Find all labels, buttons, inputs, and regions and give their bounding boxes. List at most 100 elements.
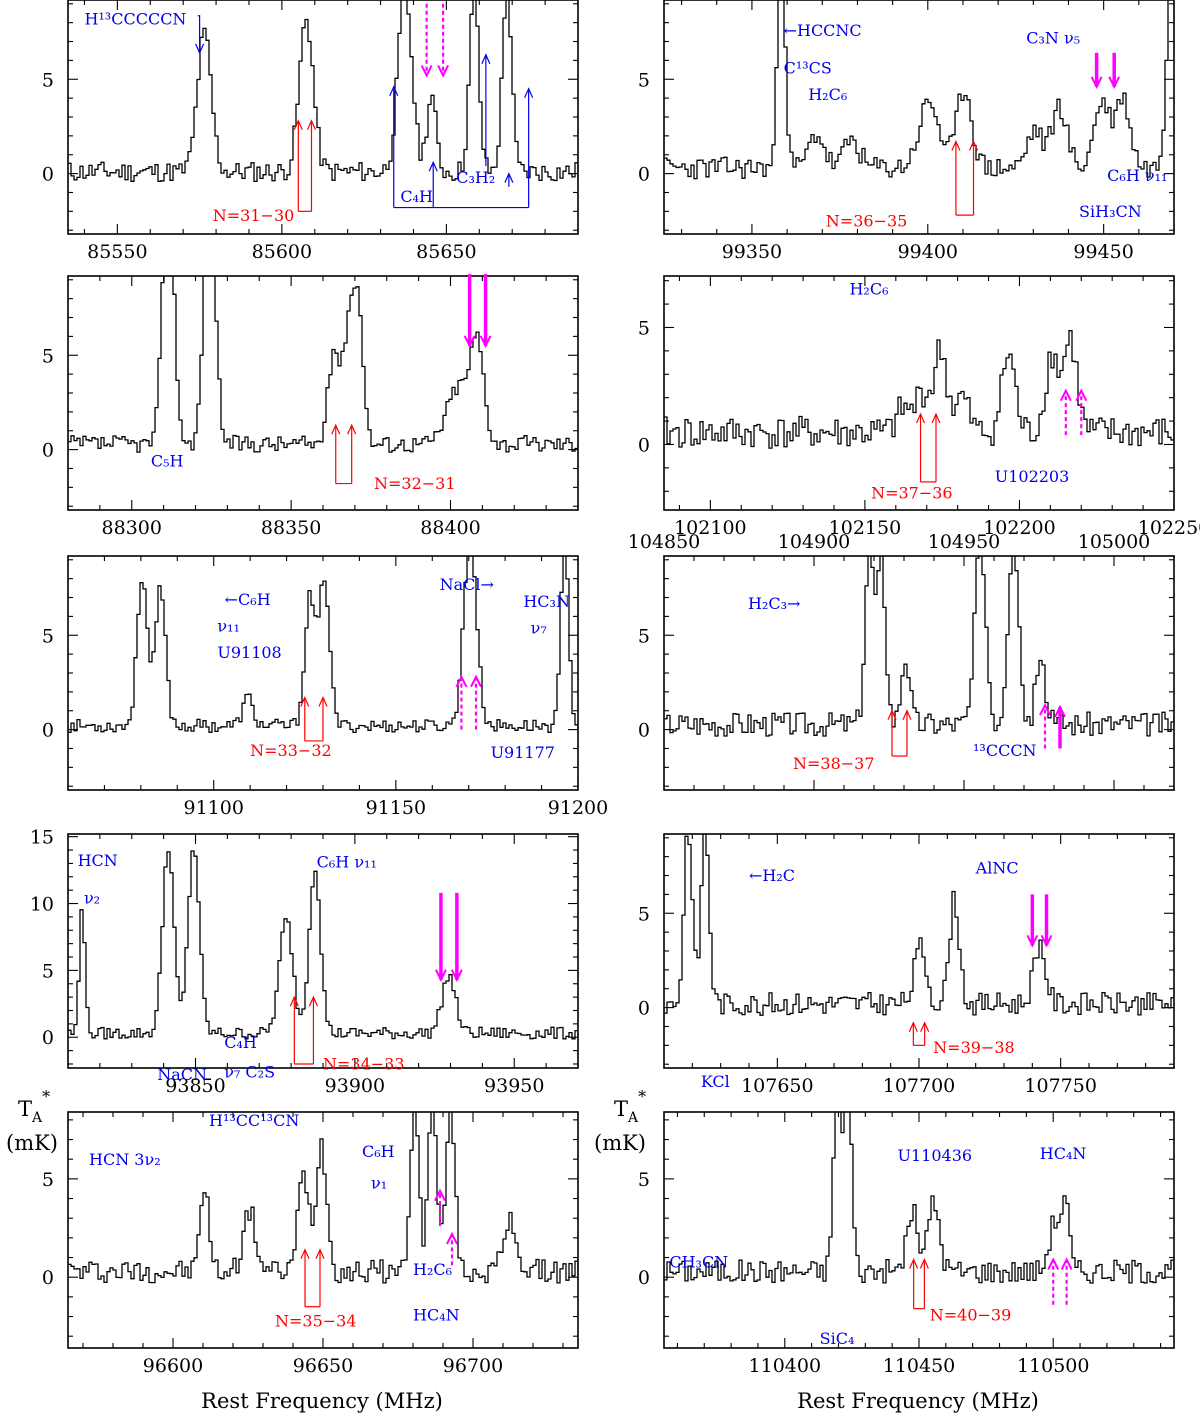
y-label-sup: * — [42, 1087, 50, 1106]
y-tick-label: 0 — [638, 434, 650, 456]
x-tick-label: 104950 — [928, 531, 1001, 553]
line-label: ←H₂C — [749, 866, 795, 885]
x-tick-label: 104900 — [778, 531, 851, 553]
line-label: H₂C₆ — [849, 280, 888, 299]
magenta-arrowhead — [1060, 1257, 1073, 1270]
line-label: C₄H — [400, 187, 433, 206]
line-label: H₂C₆ — [413, 1260, 452, 1279]
red-arrowhead — [915, 412, 926, 424]
panel-frame — [67, 0, 579, 235]
red-arrowhead — [920, 1021, 930, 1032]
red-arrowhead — [347, 423, 357, 435]
magenta-arrowhead — [1108, 76, 1121, 90]
line-label: N=39−38 — [933, 1038, 1015, 1057]
magenta-arrowhead — [1040, 934, 1053, 948]
y-label-unit: (mK) — [594, 1131, 646, 1155]
x-tick-label: 85550 — [87, 241, 147, 263]
x-tick-label: 110500 — [1017, 1355, 1090, 1377]
panel-frame — [663, 833, 1175, 1069]
x-tick-label: 99350 — [722, 241, 782, 263]
red-arrowhead — [306, 119, 317, 131]
y-tick-label: 10 — [30, 894, 54, 916]
y-tick-label: 5 — [638, 1169, 650, 1191]
line-label: ν₇ C₂S — [224, 1062, 275, 1081]
line-label: SiC₄ — [820, 1329, 855, 1348]
line-label: U110436 — [898, 1146, 973, 1165]
line-label: ν₁₁ — [217, 616, 240, 635]
x-axis-label-left: Rest Frequency (MHz) — [201, 1389, 443, 1413]
magenta-arrowhead — [463, 335, 476, 349]
y-tick-label: 5 — [638, 317, 650, 339]
spectrum-trace — [664, 834, 1174, 1016]
line-label: U91177 — [491, 743, 555, 762]
line-label: C₃N ν₅ — [1026, 28, 1080, 47]
magenta-arrowhead — [470, 674, 482, 688]
panel-p5: 91100 91150 91200 0 5 ←C₆H ν₁₁ U91108 NaCl→ HC₃N ν… — [42, 555, 608, 819]
line-label: KCl — [701, 1072, 730, 1091]
magenta-arrowhead — [434, 1188, 446, 1202]
y-tick-label: 15 — [30, 827, 54, 849]
x-tick-label: 91100 — [183, 797, 243, 819]
line-label: N=35−34 — [275, 1311, 357, 1330]
line-label: NaCl→ — [440, 575, 494, 594]
magenta-arrowhead — [1047, 1257, 1060, 1270]
line-label: CH₃CN — [669, 1252, 728, 1271]
red-arrowhead — [289, 995, 299, 1007]
x-tick-label: 88350 — [261, 517, 321, 539]
red-arrowhead — [909, 1258, 919, 1269]
magenta-arrowhead — [1039, 702, 1051, 716]
y-tick-label: 0 — [42, 1267, 54, 1289]
x-tick-label: 107650 — [741, 1075, 814, 1097]
spectrum-trace — [68, 1112, 578, 1284]
red-arrowhead — [919, 1258, 929, 1269]
panel-p7: 93850 93900 93950 0 5 10 15 HCN ν₂ C₆H ν₁₁ NaCN C₄H… — [30, 827, 579, 1097]
line-label: N=33−32 — [250, 741, 332, 760]
spectrum-trace — [68, 556, 578, 734]
line-label: H¹³CC¹³CN — [209, 1111, 299, 1130]
y-tick-label: 5 — [638, 69, 650, 91]
y-label-main: T — [18, 1097, 32, 1121]
red-arrowhead — [968, 140, 979, 151]
blue-arrowhead — [504, 172, 514, 183]
panel-frame — [663, 0, 1175, 235]
svg-text:TA*: TA * — [614, 1087, 646, 1126]
y-axis-label-left: TA * (mK) — [6, 1087, 58, 1155]
panel-p8: 107650 107700 107750 0 5 KCl ←H₂C AlNC N=39−38 — [638, 833, 1175, 1097]
blue-arrowhead — [524, 87, 534, 98]
x-tick-label: 99450 — [1073, 241, 1133, 263]
spectrum-trace — [68, 850, 578, 1040]
line-label: N=36−35 — [826, 211, 908, 230]
spectrum-trace — [664, 1112, 1174, 1284]
x-tick-label: 93900 — [325, 1075, 385, 1097]
x-tick-label: 102200 — [983, 517, 1056, 539]
x-tick-label: 110400 — [749, 1355, 822, 1377]
magenta-arrowhead — [1059, 388, 1072, 402]
line-label: N=37−36 — [871, 483, 953, 502]
magenta-arrowhead — [479, 335, 492, 349]
line-label: HC₄N — [1040, 1144, 1087, 1163]
panel-p3: 88300 88350 88400 0 5 C₅H N=32−31 — [42, 274, 579, 539]
spectrum-trace — [68, 0, 578, 183]
y-label-sub: A — [31, 1110, 43, 1126]
x-axis-label-right: Rest Frequency (MHz) — [797, 1389, 1039, 1413]
y-tick-label: 5 — [42, 625, 54, 647]
line-label: U102203 — [995, 467, 1070, 486]
x-tick-label: 96700 — [443, 1355, 503, 1377]
magenta-arrowhead — [446, 1231, 458, 1245]
red-arrowhead — [318, 696, 328, 707]
red-arrowhead — [308, 995, 318, 1007]
panel-frame — [67, 275, 579, 511]
red-arrowhead — [300, 696, 310, 707]
panel-p10: 110400 110450 110500 0 5 CH₃CN SiC₄ U110436 HC₄N… — [638, 1111, 1175, 1377]
y-label-sub: A — [627, 1110, 639, 1126]
x-tick-label: 102150 — [829, 517, 902, 539]
y-label-main: T — [614, 1097, 628, 1121]
magenta-arrowhead — [450, 969, 463, 982]
spectrum-trace — [664, 0, 1174, 180]
line-label: HCN 3ν₂ — [89, 1150, 161, 1169]
x-tick-label: 105000 — [1078, 531, 1151, 553]
y-tick-label: 0 — [638, 998, 650, 1020]
